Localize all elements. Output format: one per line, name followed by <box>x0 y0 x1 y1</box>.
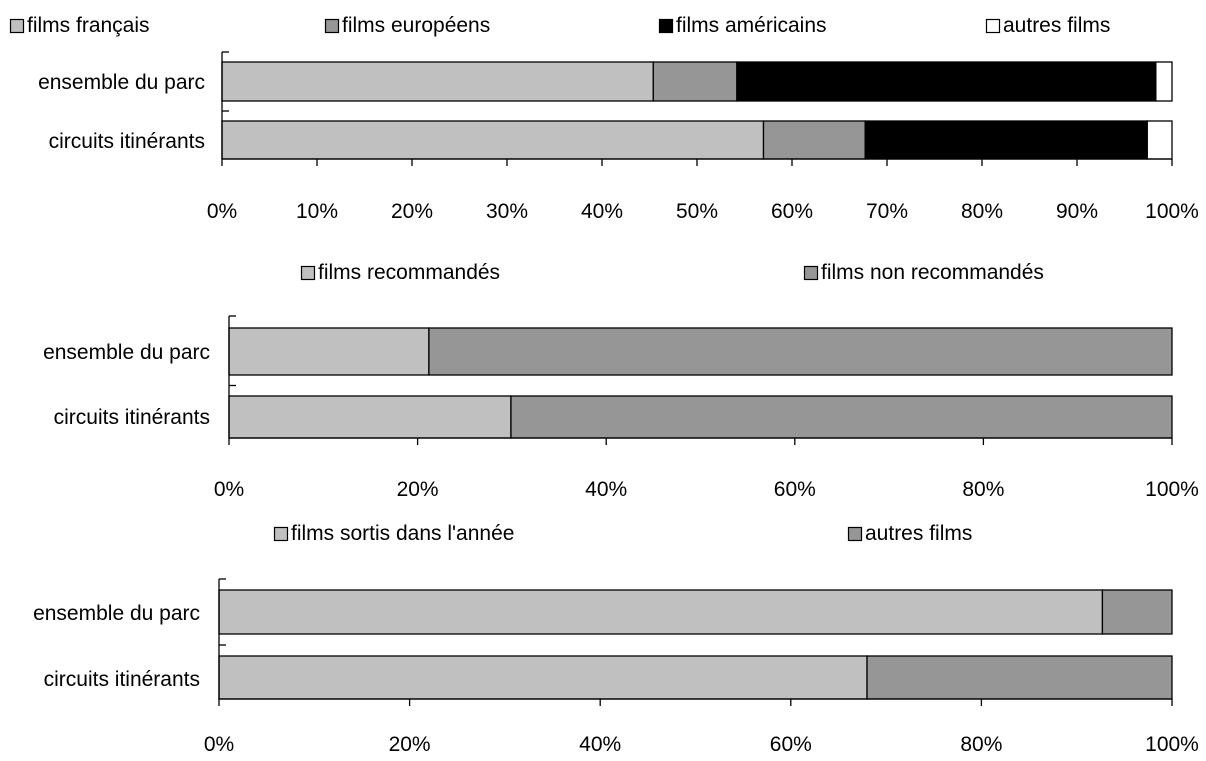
x-tick-label-2: 20% <box>389 733 431 756</box>
x-tick-label-9: 80% <box>961 200 1003 223</box>
category-label-2: circuits itinérants <box>49 130 205 153</box>
legend-label-2: films européens <box>342 14 490 37</box>
chart-2: films recommandés films non recommandés en… <box>43 261 1199 501</box>
legend-swatch-1 <box>273 526 289 542</box>
x-tick-label-1: 0% <box>207 200 237 223</box>
x-tick-label-3: 40% <box>585 478 627 501</box>
x-tick-label-5: 80% <box>960 733 1002 756</box>
x-tick-label-6: 100% <box>1145 733 1199 756</box>
legend-label-1: films français <box>27 14 150 37</box>
bar-segment-2-3 <box>864 120 1148 160</box>
category-label-2: circuits itinérants <box>54 406 210 429</box>
x-tick-label-3: 40% <box>579 733 621 756</box>
bar-segment-2-2 <box>510 395 1173 439</box>
category-label-1: ensemble du parc <box>33 602 200 625</box>
legend-swatch-2 <box>803 265 819 281</box>
bar-segment-1-2 <box>652 61 738 102</box>
bar-segment-1-1 <box>218 589 1104 635</box>
legend-label-2: autres films <box>865 522 972 545</box>
x-tick-label-4: 60% <box>770 733 812 756</box>
x-tick-label-4: 60% <box>774 478 816 501</box>
x-tick-label-1: 0% <box>214 478 244 501</box>
x-tick-label-6: 50% <box>676 200 718 223</box>
bar-segment-2-1 <box>221 120 765 160</box>
legend-label-4: autres films <box>1003 14 1110 37</box>
legend-swatch-3 <box>658 18 674 34</box>
x-tick-label-6: 100% <box>1145 478 1199 501</box>
bar-segment-1-2 <box>428 327 1173 376</box>
x-tick-label-3: 20% <box>391 200 433 223</box>
x-tick-label-2: 20% <box>397 478 439 501</box>
legend-swatch-2 <box>324 18 340 34</box>
chart-1: films français films européens films améri… <box>9 14 1199 223</box>
bar-segment-2-1 <box>218 655 868 700</box>
legend-label-3: films américains <box>676 14 827 37</box>
legend-swatch-2 <box>847 526 863 542</box>
bar-segment-1-1 <box>228 327 430 376</box>
legend-swatch-1 <box>300 265 316 281</box>
x-tick-label-8: 70% <box>866 200 908 223</box>
x-tick-label-5: 80% <box>962 478 1004 501</box>
category-label-1: ensemble du parc <box>38 71 205 94</box>
bar-segment-2-2 <box>762 120 866 160</box>
x-tick-label-2: 10% <box>296 200 338 223</box>
category-label-1: ensemble du parc <box>43 341 210 364</box>
legend-swatch-4 <box>985 18 1001 34</box>
bar-segment-1-2 <box>1101 589 1173 635</box>
x-tick-label-7: 60% <box>771 200 813 223</box>
x-tick-label-4: 30% <box>486 200 528 223</box>
legend-label-1: films recommandés <box>318 261 500 284</box>
bar-segment-1-1 <box>221 61 654 102</box>
legend-swatch-1 <box>9 18 25 34</box>
chart-3: films sortis dans l'année autres films ens… <box>33 522 1199 756</box>
legend-label-1: films sortis dans l'année <box>291 522 514 545</box>
bar-segment-2-4 <box>1146 120 1173 160</box>
x-tick-label-5: 40% <box>581 200 623 223</box>
bar-segment-1-4 <box>1155 61 1173 102</box>
bar-segment-2-1 <box>228 395 512 439</box>
x-tick-label-1: 0% <box>204 733 234 756</box>
x-tick-label-11: 100% <box>1145 200 1199 223</box>
bar-segment-2-2 <box>866 655 1173 700</box>
legend-label-2: films non recommandés <box>821 261 1044 284</box>
bar-segment-1-3 <box>736 61 1157 102</box>
x-tick-label-10: 90% <box>1056 200 1098 223</box>
category-label-2: circuits itinérants <box>44 668 200 691</box>
